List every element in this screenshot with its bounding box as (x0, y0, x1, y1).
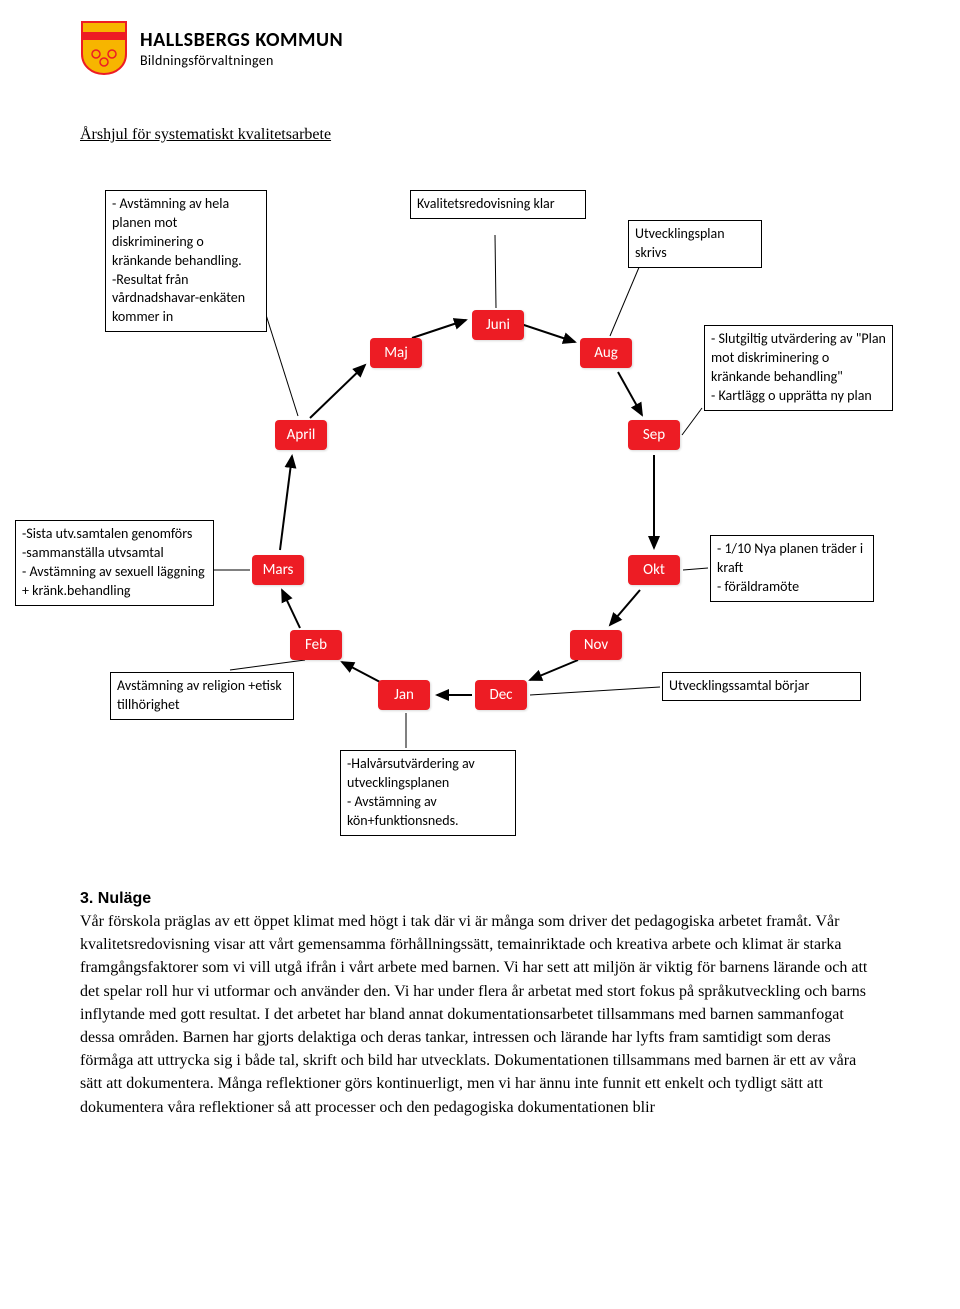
month-dec: Dec (475, 680, 527, 710)
dept-name: Bildningsförvaltningen (140, 52, 343, 69)
note-dec: Utvecklingssamtal börjar (662, 672, 861, 701)
section-body: Vår förskola präglas av ett öppet klimat… (80, 910, 880, 1119)
note-april-may: - Avstämning av hela planen mot diskrimi… (105, 190, 267, 332)
note-aug: Utvecklingsplan skrivs (628, 220, 762, 268)
note-juni: Kvalitetsredovisning klar (410, 190, 586, 219)
document-header: HALLSBERGS KOMMUN Bildningsförvaltningen (80, 20, 880, 76)
page-title: Årshjul för systematiskt kvalitetsarbete (80, 126, 880, 144)
year-wheel-diagram: Jan Feb Mars April Maj Juni Aug Sep Okt … (80, 160, 880, 880)
shield-icon (80, 20, 128, 76)
note-sep: - Slutgiltig utvärdering av "Plan mot di… (704, 325, 893, 411)
month-jan: Jan (378, 680, 430, 710)
month-juni: Juni (472, 310, 524, 340)
month-sep: Sep (628, 420, 680, 450)
note-mars: -Sista utv.samtalen genomförs -sammanstä… (15, 520, 214, 606)
month-april: April (275, 420, 327, 450)
month-maj: Maj (370, 338, 422, 368)
month-okt: Okt (628, 555, 680, 585)
note-jan: -Halvårsutvärdering av utvecklingsplanen… (340, 750, 516, 836)
note-feb: Avstämning av religion +etisk tillhörigh… (110, 672, 294, 720)
month-aug: Aug (580, 338, 632, 368)
org-name: HALLSBERGS KOMMUN (140, 28, 343, 52)
note-okt: - 1/10 Nya planen träder i kraft - föräl… (710, 535, 874, 602)
section-number: 3. (80, 890, 93, 907)
section-heading: 3. Nuläge (80, 890, 880, 908)
month-mars: Mars (252, 555, 304, 585)
month-feb: Feb (290, 630, 342, 660)
section-title: Nuläge (98, 890, 151, 907)
month-nov: Nov (570, 630, 622, 660)
